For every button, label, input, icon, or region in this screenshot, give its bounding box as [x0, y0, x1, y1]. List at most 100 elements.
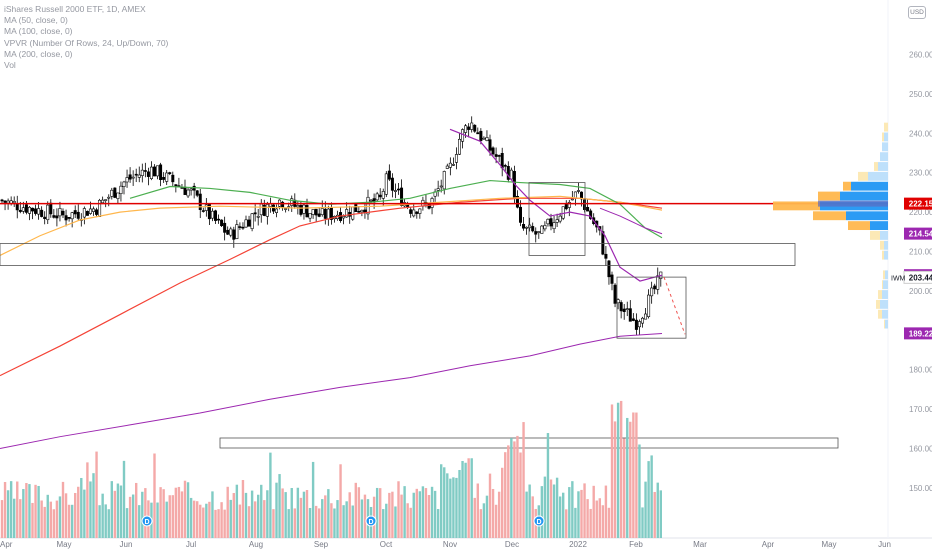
candle-body — [528, 224, 532, 229]
candle-body — [73, 210, 77, 215]
y-tick-label: 260.00 — [909, 51, 932, 60]
x-tick-label: May — [56, 540, 71, 549]
volume-bar — [275, 482, 278, 538]
price-label-text: 214.54 — [909, 230, 932, 239]
volume-bar — [80, 477, 83, 538]
candle-body — [229, 228, 233, 236]
volume-bar — [110, 481, 113, 538]
vpvr-up-bar — [882, 290, 888, 299]
y-tick-label: 160.00 — [909, 445, 932, 454]
candle-body — [412, 209, 416, 217]
candle-body — [220, 219, 224, 227]
volume-bar — [351, 505, 354, 538]
candle-body — [586, 206, 590, 212]
ma50-purple-line — [449, 128, 663, 282]
volume-bar — [192, 500, 196, 538]
volume-bar — [436, 509, 440, 538]
volume-bar — [3, 481, 7, 538]
symbol-title[interactable]: iShares Russell 2000 ETF, 1D, AMEX — [4, 4, 146, 14]
candle-body — [201, 210, 205, 212]
candle-body — [159, 164, 163, 181]
indicator-ma50[interactable]: MA (50, close, 0) — [4, 15, 68, 26]
volume-bar — [165, 501, 168, 538]
candle-body — [418, 208, 422, 214]
candle-body — [604, 253, 608, 259]
volume-bar — [354, 482, 357, 538]
candle-body — [625, 308, 629, 310]
volume-bar — [19, 499, 22, 538]
volume-bar — [16, 481, 19, 538]
volume-bar — [507, 445, 510, 538]
volume-bar — [336, 500, 339, 538]
candle-body — [573, 191, 577, 199]
candle-body — [357, 211, 361, 213]
y-tick-label: 210.00 — [909, 248, 932, 257]
volume-bar — [516, 435, 519, 538]
volume-bar — [635, 412, 638, 538]
volume-bar — [327, 489, 330, 538]
volume-bar — [385, 503, 388, 538]
vpvr-down-bar — [882, 132, 884, 142]
volume-bar — [250, 490, 254, 538]
candle-body — [396, 188, 400, 191]
volume-bar — [153, 453, 156, 538]
volume-bar — [299, 497, 303, 538]
candle-body — [311, 209, 315, 215]
candle-body — [448, 162, 452, 168]
volume-bar — [647, 461, 650, 538]
candle-body — [628, 308, 632, 322]
candle-body — [98, 199, 102, 217]
volume-bar — [168, 495, 171, 538]
indicator-ma200[interactable]: MA (200, close, 0) — [4, 48, 73, 59]
candle-body — [119, 185, 123, 194]
candle-body — [70, 212, 74, 220]
volume-bar — [333, 508, 336, 538]
volume-bar — [467, 458, 470, 538]
indicator-vpvr[interactable]: VPVR (Number Of Rows, 24, Up/Down, 70) — [4, 37, 169, 48]
candle-body — [88, 208, 92, 214]
vpvr-up-bar — [884, 132, 888, 142]
y-tick-label: 180.00 — [909, 366, 932, 375]
candle-body — [256, 215, 260, 218]
volume-bar — [525, 491, 528, 538]
x-tick-label: Apr — [0, 540, 13, 549]
vpvr-down-bar — [882, 250, 884, 260]
candle-body — [345, 209, 349, 218]
candle-body — [546, 218, 550, 225]
candle-body — [415, 211, 419, 214]
candle-body — [451, 164, 455, 166]
candle-body — [125, 177, 129, 183]
candle-body — [342, 216, 346, 219]
volume-bar — [461, 460, 464, 538]
candle-body — [21, 207, 25, 212]
candle-body — [95, 209, 99, 215]
indicator-vol[interactable]: Vol — [4, 60, 16, 71]
candle-body — [409, 209, 413, 214]
x-tick-label: Jun — [878, 540, 891, 549]
candle-body — [174, 184, 178, 187]
ma-yellow-line — [0, 195, 663, 256]
candle-body — [473, 124, 477, 132]
candle-body — [439, 185, 443, 188]
dividend-marker — [533, 515, 545, 527]
volume-bar — [400, 494, 403, 538]
volume-bar — [427, 495, 431, 538]
volume-bar — [592, 485, 595, 538]
x-tick-label: Dec — [505, 540, 519, 549]
indicator-ma100[interactable]: MA (100, close, 0) — [4, 26, 73, 37]
volume-bar — [22, 489, 25, 538]
candle-body — [650, 287, 654, 297]
volume-bar — [202, 507, 205, 538]
volume-bar — [430, 486, 434, 538]
candle-body — [308, 213, 312, 219]
currency-badge[interactable]: USD — [908, 6, 926, 19]
dividend-marker-label: D — [144, 519, 149, 526]
candle-body — [168, 172, 172, 174]
candle-body — [518, 206, 522, 223]
volume-bar — [616, 402, 620, 538]
volume-bar — [455, 477, 458, 538]
volume-bar — [562, 492, 565, 538]
candle-body — [253, 212, 257, 215]
